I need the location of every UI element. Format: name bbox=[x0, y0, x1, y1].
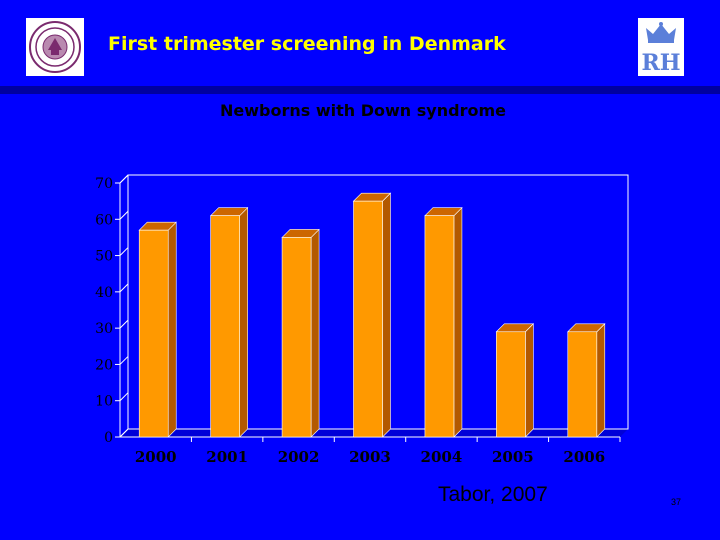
x-tick-label: 2005 bbox=[492, 448, 534, 466]
y-tick-label: 50 bbox=[95, 249, 113, 265]
y-tick-depth bbox=[119, 174, 129, 184]
y-tick-depth bbox=[119, 319, 129, 329]
x-tick-label: 2003 bbox=[349, 448, 391, 466]
x-tick-label: 2001 bbox=[206, 448, 248, 466]
bar-2000 bbox=[138, 229, 169, 438]
svg-text:RH: RH bbox=[641, 50, 680, 76]
y-tick-depth bbox=[119, 247, 129, 256]
source-credit: Tabor, 2007 bbox=[438, 483, 548, 506]
x-tick-label: 2004 bbox=[421, 448, 463, 466]
bar-2001 bbox=[210, 215, 240, 438]
bar-side-2003 bbox=[382, 192, 391, 438]
y-tick-label: 0 bbox=[104, 430, 113, 446]
bar-side-2006 bbox=[596, 323, 606, 438]
bar-side-2001 bbox=[239, 206, 248, 438]
y-tick-depth bbox=[119, 392, 129, 402]
bar-side-2004 bbox=[453, 206, 463, 438]
chart-title: Newborns with Down syndrome bbox=[220, 101, 506, 120]
bar-2004 bbox=[424, 215, 455, 438]
y-tick-label: 40 bbox=[95, 285, 113, 301]
bar-side-2002 bbox=[310, 228, 320, 438]
bar-2006 bbox=[567, 331, 598, 438]
y-tick-label: 20 bbox=[95, 357, 113, 373]
bar-2003 bbox=[353, 200, 383, 438]
x-tick-label: 2006 bbox=[563, 448, 605, 466]
bar-2002 bbox=[281, 237, 312, 438]
x-tick-label: 2000 bbox=[135, 448, 177, 466]
bar-side-2000 bbox=[167, 221, 177, 438]
y-tick-label: 60 bbox=[95, 212, 113, 228]
y-tick-label: 30 bbox=[95, 321, 113, 337]
slide-title: First trimester screening in Denmark bbox=[108, 33, 506, 55]
y-tick-label: 70 bbox=[95, 176, 113, 192]
y-tick-depth bbox=[119, 428, 129, 438]
y-tick-depth bbox=[119, 356, 129, 365]
y-tick-depth bbox=[119, 210, 129, 220]
bar-2005 bbox=[496, 331, 526, 438]
header-divider bbox=[0, 86, 720, 94]
x-tick-label: 2002 bbox=[278, 448, 320, 466]
university-seal-logo bbox=[26, 18, 84, 76]
y-tick-depth bbox=[119, 283, 129, 293]
crown-rh-logo: RH bbox=[638, 18, 684, 76]
bar-side-2005 bbox=[525, 323, 534, 438]
slide-number: 37 bbox=[671, 497, 682, 507]
crown-icon: RH bbox=[641, 22, 681, 76]
seal-icon bbox=[29, 21, 81, 73]
y-tick-label: 10 bbox=[95, 394, 113, 410]
